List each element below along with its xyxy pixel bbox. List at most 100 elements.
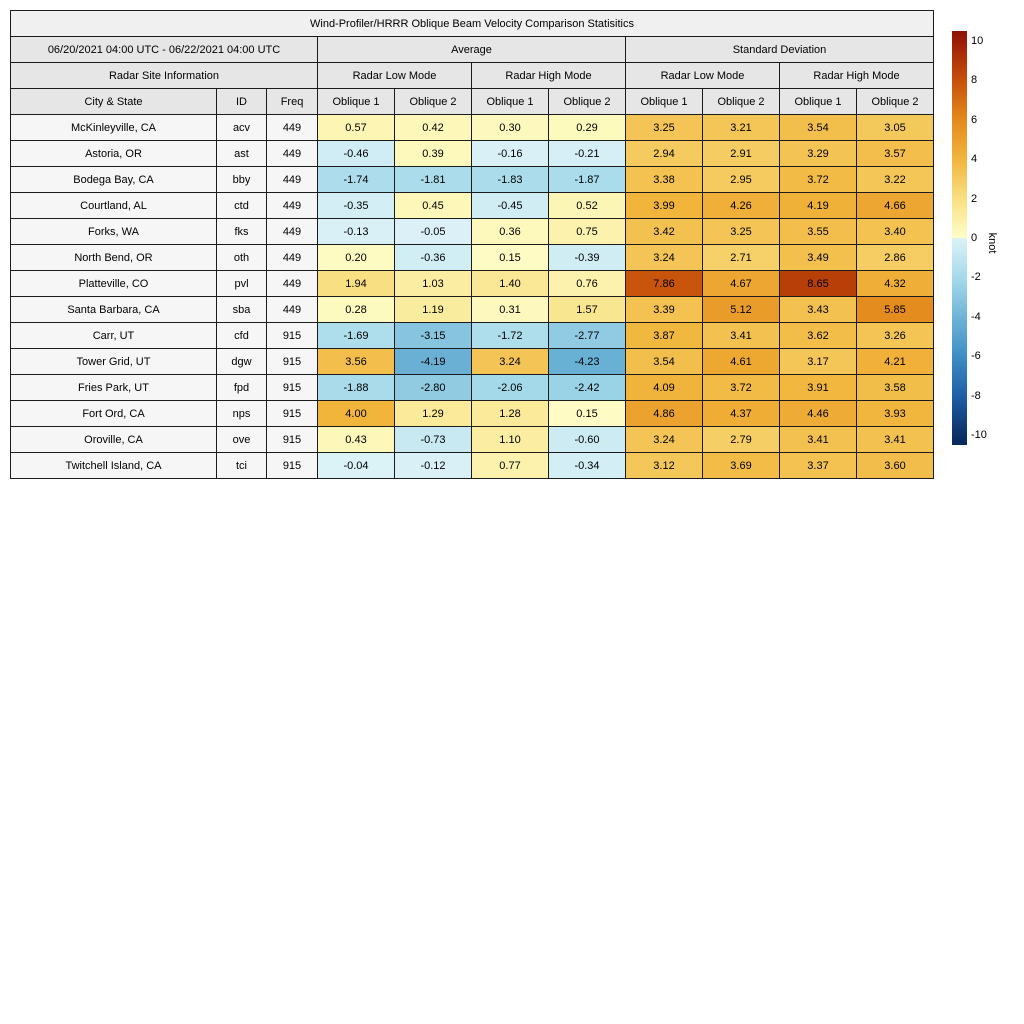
value-cell: 3.24	[625, 244, 703, 271]
value-cell: 0.45	[394, 192, 472, 219]
value-cell: 3.55	[779, 218, 857, 245]
city-state-cell: Twitchell Island, CA	[10, 452, 217, 479]
value-cell: 4.26	[702, 192, 780, 219]
freq-cell: 915	[266, 426, 318, 453]
value-cell: -1.88	[317, 374, 395, 401]
site-id-cell: dgw	[216, 348, 267, 375]
title-row: Wind-Profiler/HRRR Oblique Beam Velocity…	[10, 10, 934, 37]
table-row: Tower Grid, UT dgw 915 3.56 -4.19 3.24 -4.23 3.…	[10, 348, 934, 375]
city-state-cell: North Bend, OR	[10, 244, 217, 271]
value-cell: -0.04	[317, 452, 395, 479]
group-header-row: 06/20/2021 04:00 UTC - 06/22/2021 04:00 …	[10, 36, 934, 63]
value-cell: 3.93	[856, 400, 934, 427]
freq-column-header: Freq	[266, 88, 318, 115]
table-row: Fries Park, UT fpd 915 -1.88 -2.80 -2.06 -2.42…	[10, 374, 934, 401]
value-cell: 3.41	[702, 322, 780, 349]
freq-cell: 449	[266, 270, 318, 297]
city-state-cell: Courtland, AL	[10, 192, 217, 219]
colorbar-unit-label: knot	[986, 232, 998, 254]
value-cell: 0.76	[548, 270, 626, 297]
colorbar-tick: 8	[971, 74, 978, 87]
std-dev-group-header: Standard Deviation	[625, 36, 934, 63]
value-cell: -1.72	[471, 322, 549, 349]
value-cell: 0.28	[317, 296, 395, 323]
oblique1-column-header: Oblique 1	[625, 88, 703, 115]
value-cell: 3.24	[471, 348, 549, 375]
value-cell: -0.21	[548, 140, 626, 167]
value-cell: 3.91	[779, 374, 857, 401]
value-cell: -0.13	[317, 218, 395, 245]
city-state-cell: Oroville, CA	[10, 426, 217, 453]
value-cell: 4.66	[856, 192, 934, 219]
value-cell: 3.99	[625, 192, 703, 219]
value-cell: 1.57	[548, 296, 626, 323]
date-range-label: 06/20/2021 04:00 UTC - 06/22/2021 04:00 …	[10, 36, 318, 63]
freq-cell: 449	[266, 192, 318, 219]
value-cell: 3.24	[625, 426, 703, 453]
freq-cell: 915	[266, 348, 318, 375]
value-cell: 4.32	[856, 270, 934, 297]
value-cell: 4.67	[702, 270, 780, 297]
site-id-cell: oth	[216, 244, 267, 271]
site-id-cell: bby	[216, 166, 267, 193]
value-cell: 3.39	[625, 296, 703, 323]
value-cell: 3.72	[702, 374, 780, 401]
avg-high-mode-header: Radar High Mode	[471, 62, 626, 89]
colorbar-tick: 6	[971, 113, 978, 126]
value-cell: -2.80	[394, 374, 472, 401]
value-cell: -1.74	[317, 166, 395, 193]
value-cell: 3.42	[625, 218, 703, 245]
avg-low-mode-header: Radar Low Mode	[317, 62, 472, 89]
value-cell: 2.95	[702, 166, 780, 193]
city-state-cell: Fries Park, UT	[10, 374, 217, 401]
colorbar-tick-labels: 10 8 6 4 2 0 -2 -4 -6 -8 -10	[971, 31, 1013, 445]
value-cell: 2.71	[702, 244, 780, 271]
value-cell: 1.03	[394, 270, 472, 297]
site-info-header: Radar Site Information	[10, 62, 318, 89]
value-cell: 2.79	[702, 426, 780, 453]
value-cell: 2.94	[625, 140, 703, 167]
site-id-cell: cfd	[216, 322, 267, 349]
value-cell: 0.75	[548, 218, 626, 245]
city-state-cell: Bodega Bay, CA	[10, 166, 217, 193]
table-row: Courtland, AL ctd 449 -0.35 0.45 -0.45 0.52 3.9…	[10, 192, 934, 219]
oblique1-column-header: Oblique 1	[471, 88, 549, 115]
value-cell: 3.22	[856, 166, 934, 193]
value-cell: 3.57	[856, 140, 934, 167]
value-cell: 3.41	[779, 426, 857, 453]
city-state-cell: Fort Ord, CA	[10, 400, 217, 427]
site-id-cell: acv	[216, 114, 267, 141]
freq-cell: 915	[266, 452, 318, 479]
colorbar-tick: -8	[971, 389, 981, 402]
value-cell: 3.62	[779, 322, 857, 349]
site-id-cell: ove	[216, 426, 267, 453]
std-high-mode-header: Radar High Mode	[779, 62, 934, 89]
value-cell: 5.12	[702, 296, 780, 323]
oblique1-column-header: Oblique 1	[317, 88, 395, 115]
site-id-cell: nps	[216, 400, 267, 427]
table-row: Oroville, CA ove 915 0.43 -0.73 1.10 -0.60 3.24…	[10, 426, 934, 453]
value-cell: 0.52	[548, 192, 626, 219]
value-cell: 7.86	[625, 270, 703, 297]
value-cell: -0.73	[394, 426, 472, 453]
freq-cell: 449	[266, 218, 318, 245]
colorbar-tick: -10	[971, 429, 987, 442]
oblique2-column-header: Oblique 2	[548, 88, 626, 115]
value-cell: 2.91	[702, 140, 780, 167]
value-cell: -0.16	[471, 140, 549, 167]
value-cell: 4.61	[702, 348, 780, 375]
value-cell: -4.19	[394, 348, 472, 375]
table-row: Forks, WA fks 449 -0.13 -0.05 0.36 0.75 3.42 3.2…	[10, 218, 934, 245]
value-cell: 3.21	[702, 114, 780, 141]
value-cell: 4.21	[856, 348, 934, 375]
value-cell: -0.36	[394, 244, 472, 271]
colorbar-tick: 10	[971, 34, 984, 47]
freq-cell: 915	[266, 400, 318, 427]
id-column-header: ID	[216, 88, 267, 115]
value-cell: 3.54	[625, 348, 703, 375]
value-cell: 0.42	[394, 114, 472, 141]
colorbar-tick: -6	[971, 350, 981, 363]
value-cell: 1.10	[471, 426, 549, 453]
colorbar-tick: 0	[971, 232, 978, 244]
